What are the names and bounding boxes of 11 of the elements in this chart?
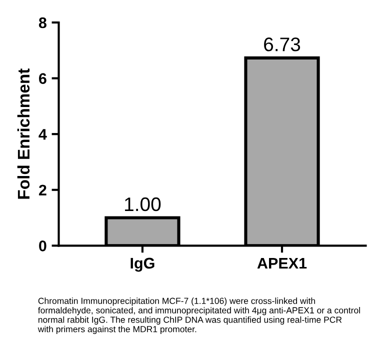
x-tick-label: APEX1: [257, 258, 307, 269]
y-tick-label: 6: [39, 73, 46, 84]
x-tick-label: IgG: [130, 258, 154, 272]
y-tick-label: 4: [38, 129, 47, 140]
y-tick-label: 0: [39, 240, 46, 252]
data-label: 1.00: [125, 197, 161, 212]
data-label: 6.73: [264, 38, 300, 52]
y-axis-title: Fold Enrichment: [17, 68, 30, 199]
y-tick-label: 8: [38, 17, 46, 28]
y-tick-label: 2: [38, 184, 46, 196]
text: Chromatin Immunoprecipitation MCF-7 (1.1*106) were cross-linked with formaldehyde, sonicated, and immunoprecipitated with 4μg anti-APEX1 or a control normal rabbit IgG. The resulting ChIP DNA was quantified using real-time PCR with primers against the MDR1 promoter.: [38, 298, 360, 334]
